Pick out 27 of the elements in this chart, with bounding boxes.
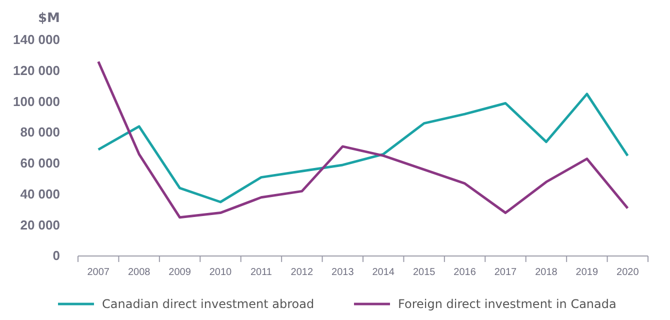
x-tick-label: 2010: [209, 267, 232, 278]
y-tick-label: 140 000: [13, 32, 60, 48]
y-tick-label: 60 000: [20, 156, 60, 171]
line-series: [97, 60, 629, 219]
x-tick-label: 2009: [168, 267, 192, 278]
y-tick-label: 100 000: [13, 94, 60, 109]
x-tick-label: 2017: [494, 267, 518, 278]
y-tick-label: 80 000: [20, 124, 60, 140]
legend-label: Canadian direct investment abroad: [102, 297, 314, 311]
x-tick-label: 2016: [454, 267, 476, 278]
line-series: [97, 92, 629, 204]
x-tick-label: 2015: [412, 267, 436, 278]
legend-label: Foreign direct investment in Canada: [398, 297, 616, 311]
x-tick-label: 2008: [128, 267, 151, 278]
x-tick-label: 2007: [87, 267, 110, 278]
x-tick-label: 2013: [332, 267, 354, 278]
y-tick-label: 40 000: [20, 186, 60, 202]
x-tick-label: 2019: [576, 267, 598, 278]
y-tick-label: 0: [52, 248, 60, 264]
y-tick-label: 120 000: [13, 63, 60, 78]
x-tick-label: 2014: [372, 267, 395, 278]
x-tick-label: 2018: [535, 267, 558, 278]
y-axis-title: $M: [38, 11, 60, 26]
x-tick-label: 2011: [250, 267, 272, 278]
x-tick-label: 2012: [290, 267, 314, 278]
x-tick-label: 2020: [616, 267, 640, 278]
y-tick-label: 20 000: [20, 217, 60, 232]
